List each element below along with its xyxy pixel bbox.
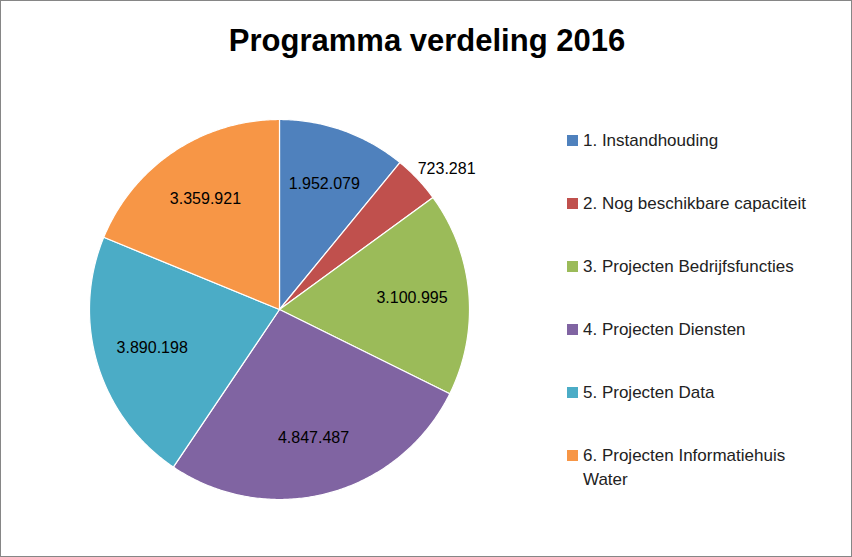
html-text:2. Nog beschikbare capaciteit: 2. Nog beschikbare capaciteit bbox=[583, 194, 806, 213]
svg-text:4.847.487: 4.847.487 bbox=[278, 429, 349, 446]
html-text:3. Projecten Bedrijfsfuncties: 3. Projecten Bedrijfsfuncties bbox=[583, 257, 794, 276]
html-text:5. Projecten Data: 5. Projecten Data bbox=[583, 383, 715, 402]
svg-text:3.359.921: 3.359.921 bbox=[170, 190, 241, 207]
html-text:Programma verdeling 2016: Programma verdeling 2016 bbox=[228, 23, 626, 58]
svg-text:1.952.079: 1.952.079 bbox=[289, 175, 360, 192]
html-text:6. Projecten Informatiehuis Wa: 6. Projecten Informatiehuis Water bbox=[583, 446, 786, 489]
html-text:1. Instandhouding: 1. Instandhouding bbox=[583, 131, 719, 150]
html-text:4. Projecten Diensten: 4. Projecten Diensten bbox=[583, 320, 746, 339]
svg-text:3.100.995: 3.100.995 bbox=[376, 289, 447, 306]
svg-text:3.890.198: 3.890.198 bbox=[117, 339, 188, 356]
svg-text:723.281: 723.281 bbox=[418, 160, 476, 177]
